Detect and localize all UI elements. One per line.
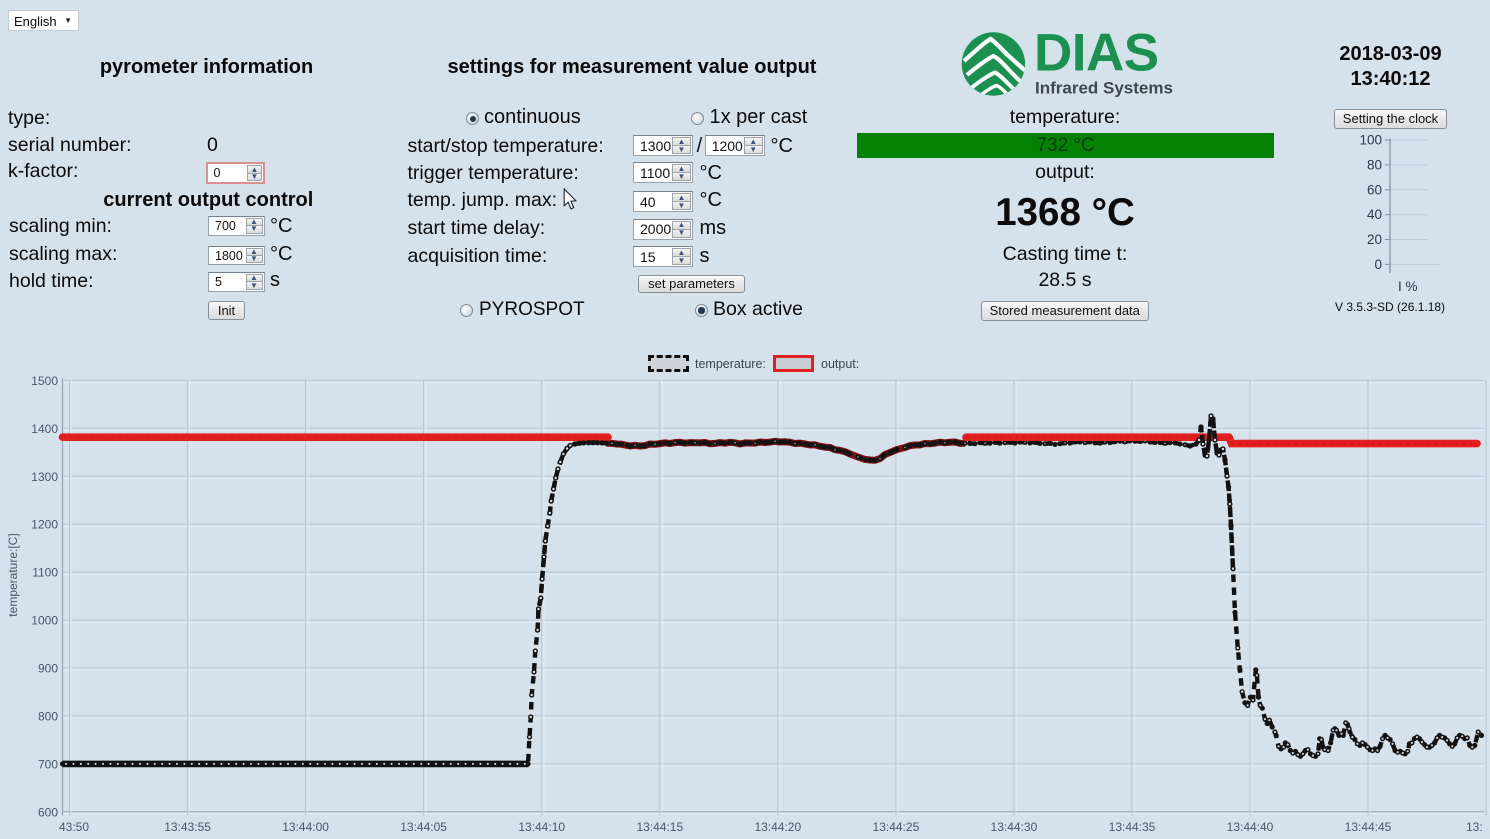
svg-text:1100: 1100 — [32, 566, 58, 580]
svg-text:13:43:55: 13:43:55 — [164, 820, 211, 834]
svg-text:1200: 1200 — [31, 518, 58, 532]
svg-text:13:44:25: 13:44:25 — [873, 820, 920, 834]
svg-text:13:44:15: 13:44:15 — [636, 820, 683, 834]
svg-text:1300: 1300 — [31, 470, 58, 484]
svg-text:1500: 1500 — [31, 374, 58, 388]
svg-text:13:44:40: 13:44:40 — [1227, 820, 1274, 834]
svg-text:I %: I % — [1398, 279, 1418, 294]
svg-text:80: 80 — [1367, 157, 1382, 172]
svg-text:temperature:[C]: temperature:[C] — [6, 533, 20, 616]
svg-text:13:44:00: 13:44:00 — [282, 820, 329, 834]
svg-text:0: 0 — [1374, 257, 1382, 272]
svg-text:40: 40 — [1367, 207, 1382, 222]
svg-text:13:44:35: 13:44:35 — [1109, 820, 1156, 834]
svg-text:800: 800 — [38, 709, 58, 723]
svg-text:13:44:45: 13:44:45 — [1345, 820, 1392, 834]
svg-text:1400: 1400 — [31, 422, 58, 436]
svg-text:13:: 13: — [1466, 820, 1483, 834]
svg-text:20: 20 — [1367, 232, 1382, 247]
svg-text:900: 900 — [38, 662, 58, 676]
svg-text:1000: 1000 — [31, 614, 58, 628]
svg-text:13:44:05: 13:44:05 — [400, 820, 447, 834]
svg-text:600: 600 — [38, 805, 58, 819]
svg-text:700: 700 — [38, 757, 58, 771]
svg-text:DIAS: DIAS — [1034, 25, 1159, 83]
svg-text:Infrared Systems: Infrared Systems — [1035, 79, 1173, 98]
svg-text:43:50: 43:50 — [59, 820, 89, 834]
svg-text:60: 60 — [1367, 182, 1382, 197]
svg-text:100: 100 — [1359, 133, 1382, 148]
svg-text:13:44:30: 13:44:30 — [991, 820, 1038, 834]
svg-text:13:44:20: 13:44:20 — [754, 820, 801, 834]
svg-text:13:44:10: 13:44:10 — [518, 820, 565, 834]
